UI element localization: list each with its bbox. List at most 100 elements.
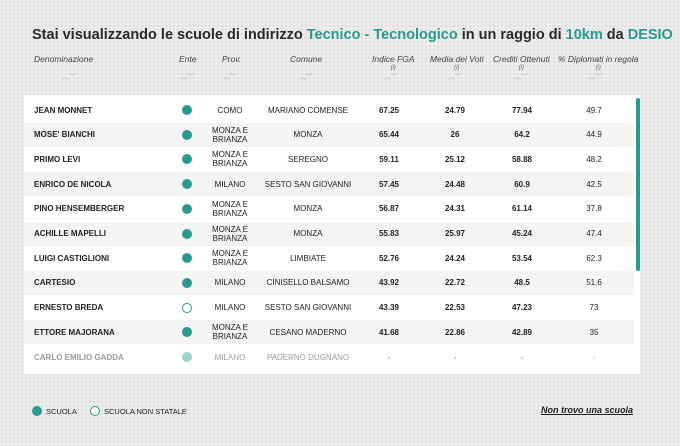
- diplomati-cell: 42.5: [586, 179, 602, 189]
- table-row[interactable]: JEAN MONNET COMO MARIANO COMENSE 67.25 24.79…: [24, 98, 634, 122]
- table-row[interactable]: CARTESIO MILANO CINISELLO BALSAMO 43.92 22.7…: [24, 270, 634, 295]
- sort-arrows-icon[interactable]: ︿﹀: [514, 74, 528, 81]
- school-name: ERNESTO BREDA: [34, 303, 104, 313]
- ente-cell: [180, 172, 194, 196]
- province-cell: MONZA E BRIANZA: [211, 150, 248, 169]
- schools-table: JEAN MONNET COMO MARIANO COMENSE 67.25 24.79…: [24, 95, 640, 374]
- province-cell: MILANO: [214, 278, 246, 288]
- info-icon[interactable]: (i): [595, 65, 601, 71]
- title-middle: in un raggio di: [461, 27, 562, 43]
- fga-cell: 55.83: [378, 229, 400, 238]
- filled-circle-icon: [182, 277, 192, 288]
- column-header-media[interactable]: Media dei Voti (i): [430, 54, 484, 71]
- sort-arrows-icon[interactable]: ︿﹀: [588, 74, 602, 81]
- filled-circle-icon: [32, 406, 42, 416]
- ente-cell: [180, 246, 194, 270]
- title-radius: 10km: [565, 27, 603, 43]
- ente-cell: [180, 123, 194, 147]
- column-header-comune[interactable]: Comune: [290, 54, 322, 64]
- diplomati-cell: 37.8: [586, 204, 602, 214]
- legend-non-statale: SCUOLA NON STATALE: [90, 406, 187, 416]
- comune-cell: CESANO MADERNO: [269, 327, 347, 337]
- title-connector: da: [606, 27, 624, 43]
- diplomati-cell: -: [592, 352, 596, 362]
- media-cell: 24.79: [444, 105, 466, 115]
- ente-cell: [180, 271, 194, 295]
- crediti-cell: 58.88: [511, 154, 533, 164]
- sort-arrows-icon[interactable]: ︿﹀: [62, 74, 76, 81]
- media-cell: 26: [450, 130, 460, 140]
- media-cell: 24.48: [444, 179, 466, 189]
- media-cell: 22.72: [444, 278, 466, 288]
- sort-arrows-icon[interactable]: ︿﹀: [223, 74, 237, 81]
- crediti-cell: 60.9: [514, 179, 530, 189]
- school-name: JEAN MONNET: [34, 105, 93, 115]
- table-scrollbar[interactable]: [636, 98, 640, 271]
- crediti-cell: 64.2: [514, 130, 530, 140]
- media-cell: 24.24: [444, 253, 466, 263]
- province-cell: MONZA E BRIANZA: [211, 323, 248, 342]
- column-header-name[interactable]: Denominazione: [34, 54, 93, 64]
- school-name: CARLO EMILIO GADDA: [34, 352, 124, 362]
- column-header-prov[interactable]: Prov.: [222, 54, 241, 64]
- sort-arrows-icon[interactable]: ︿﹀: [180, 74, 194, 81]
- column-header-ente-label: Ente: [179, 54, 197, 64]
- sort-arrows-icon[interactable]: ︿﹀: [299, 74, 313, 81]
- diplomati-cell: 35: [589, 327, 599, 337]
- fga-cell: 56.87: [378, 204, 400, 214]
- fga-cell: 59.11: [379, 154, 399, 164]
- table-row[interactable]: ERNESTO BREDA MILANO SESTO SAN GIOVANNI 43.…: [24, 296, 634, 320]
- filled-circle-icon: [182, 253, 192, 264]
- legend-non-statale-label: SCUOLA NON STATALE: [104, 406, 187, 416]
- comune-cell: MONZA: [293, 204, 323, 214]
- comune-cell: SEREGNO: [287, 154, 328, 164]
- column-header-fga[interactable]: Indice FGA (i): [372, 54, 415, 71]
- column-header-ente[interactable]: Ente: [179, 54, 197, 64]
- table-row[interactable]: ETTORE MAJORANA MONZA E BRIANZA CESANO MAD…: [24, 320, 634, 345]
- school-name: ETTORE MAJORANA: [34, 327, 115, 337]
- column-header-crediti-label: Crediti Ottenuti: [493, 54, 550, 64]
- table-row[interactable]: PINO HENSEMBERGER MONZA E BRIANZA MONZA 56.…: [24, 197, 634, 221]
- legend-scuola-label: SCUOLA: [46, 406, 77, 416]
- media-cell: 25.97: [444, 229, 466, 238]
- column-header-crediti[interactable]: Crediti Ottenuti (i): [493, 54, 550, 71]
- column-header-diplomati-label: % Diplomati in regola: [558, 54, 639, 64]
- table-row[interactable]: LUIGI CASTIGLIONI MONZA E BRIANZA LIMBIATE…: [24, 246, 634, 270]
- diplomati-cell: 44.9: [586, 130, 602, 140]
- table-row[interactable]: ENRICO DE NICOLA MILANO SESTO SAN GIOVANNI…: [24, 172, 634, 197]
- filled-circle-icon: [182, 129, 192, 140]
- sort-arrows-icon[interactable]: ︿﹀: [448, 74, 462, 81]
- column-header-name-label: Denominazione: [34, 54, 94, 64]
- province-cell: MILANO: [214, 179, 246, 189]
- info-icon[interactable]: (i): [390, 65, 396, 71]
- comune-cell: LIMBIATE: [290, 253, 326, 263]
- filled-circle-icon: [182, 179, 192, 190]
- fga-cell: 57.45: [378, 179, 400, 189]
- diplomati-cell: 48.2: [586, 154, 602, 164]
- province-cell: COMO: [217, 105, 243, 115]
- diplomati-cell: 49.7: [586, 105, 602, 115]
- ente-cell: [180, 98, 194, 122]
- sort-arrows-icon[interactable]: ︿﹀: [384, 74, 398, 81]
- crediti-cell: -: [520, 352, 524, 362]
- diplomati-cell: 51.6: [586, 278, 602, 288]
- info-icon[interactable]: (i): [518, 65, 525, 71]
- province-cell: MONZA E BRIANZA: [211, 125, 248, 144]
- info-icon[interactable]: (i): [454, 65, 460, 71]
- comune-cell: CINISELLO BALSAMO: [266, 278, 350, 288]
- table-row[interactable]: MOSE' BIANCHI MONZA E BRIANZA MONZA 65.44 26…: [24, 122, 634, 147]
- table-row[interactable]: ACHILLE MAPELLI MONZA E BRIANZA MONZA 55.83…: [24, 221, 634, 246]
- title-indirizzo: Tecnico - Tecnologico: [306, 27, 458, 43]
- fga-cell: 43.92: [378, 278, 400, 288]
- fga-cell: 65.44: [378, 130, 400, 140]
- ente-cell: [180, 147, 194, 171]
- column-header-diplomati[interactable]: % Diplomati in regola (i): [558, 54, 638, 71]
- title-city: DESIO: [627, 27, 673, 43]
- column-header-fga-label: Indice FGA: [372, 54, 415, 64]
- school-name: PINO HENSEMBERGER: [34, 204, 125, 214]
- not-found-link[interactable]: Non trovo una scuola: [541, 405, 634, 415]
- table-row[interactable]: CARLO EMILIO GADDA MILANO PADERNO DUGNANO -…: [24, 345, 634, 369]
- table-row[interactable]: PRIMO LEVI MONZA E BRIANZA SEREGNO 59.11 25.…: [24, 147, 634, 171]
- filled-circle-icon: [182, 154, 192, 165]
- crediti-cell: 53.54: [511, 253, 533, 263]
